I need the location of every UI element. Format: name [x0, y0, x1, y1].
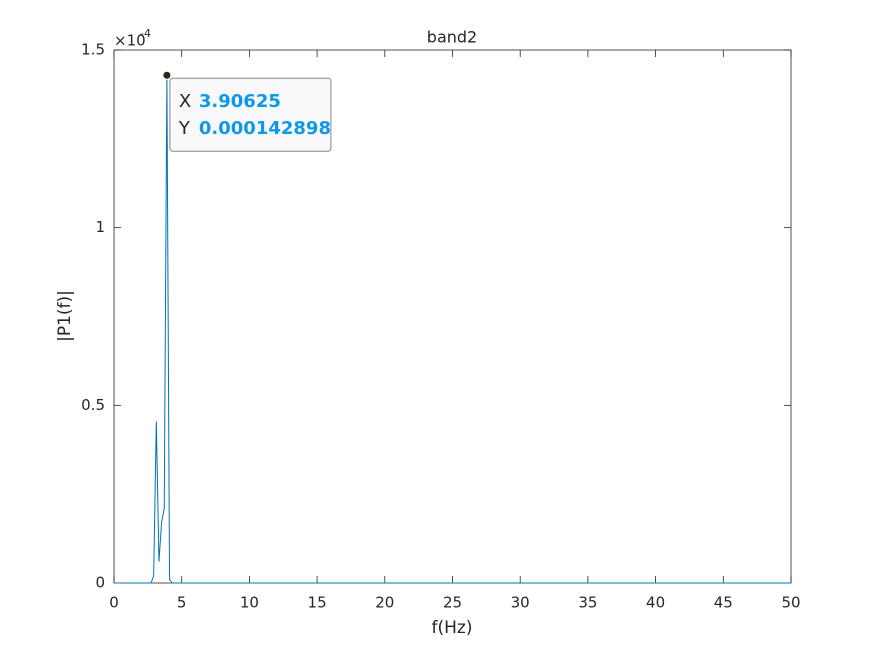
x-axis-label: f(Hz): [432, 618, 473, 638]
datatip-value: 0.000142898: [199, 118, 331, 139]
chart-title: band2: [427, 28, 477, 47]
y-axis-label: |P1(f)|: [55, 290, 75, 342]
y-tick-label: 0: [95, 574, 105, 592]
x-tick-label: 40: [646, 594, 665, 612]
datatip-marker: [162, 70, 172, 80]
x-tick-label: 20: [375, 594, 394, 612]
datatip-value: 3.90625: [199, 91, 281, 112]
x-tick-label: 35: [578, 594, 597, 612]
x-tick-label: 0: [109, 594, 119, 612]
datatip-label: X: [179, 91, 191, 112]
datatip-box: [169, 77, 332, 152]
x-tick-label: 10: [240, 594, 259, 612]
datatip-label: Y: [178, 118, 191, 139]
y-exponent-base: ×10: [114, 32, 146, 50]
y-tick-label: 0.5: [81, 396, 105, 414]
x-tick-label: 15: [308, 594, 327, 612]
x-tick-label: 50: [781, 594, 800, 612]
x-tick-label: 5: [177, 594, 187, 612]
series-line: [114, 75, 791, 584]
y-tick-label: 1: [95, 218, 105, 236]
y-tick-label: 1.5: [81, 41, 105, 59]
x-tick-label: 45: [714, 594, 733, 612]
x-tick-label: 30: [511, 594, 530, 612]
x-tick-label: 25: [443, 594, 462, 612]
y-exponent-power: -4: [140, 27, 151, 40]
